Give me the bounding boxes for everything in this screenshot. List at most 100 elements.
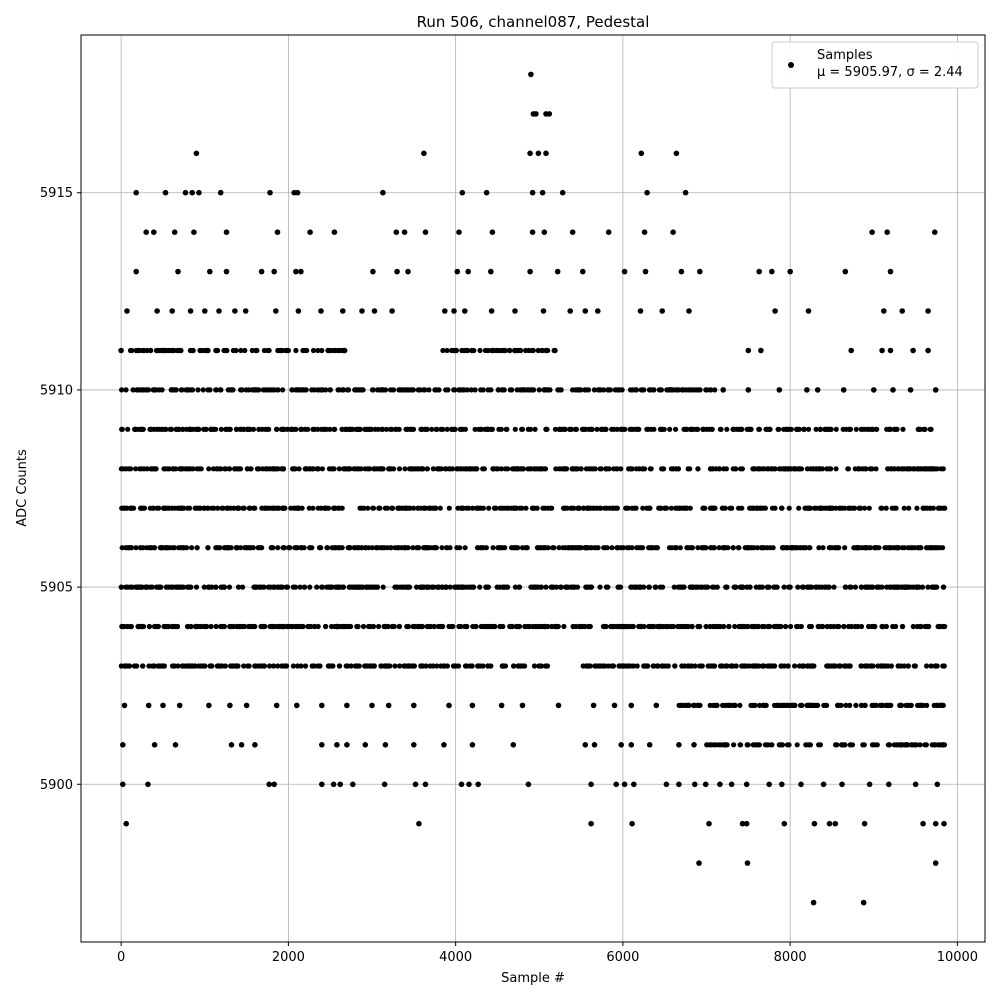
data-point	[524, 623, 531, 630]
data-point	[847, 584, 853, 590]
data-point	[749, 623, 755, 630]
data-point	[509, 623, 515, 630]
data-point	[646, 742, 653, 748]
data-point	[820, 623, 826, 630]
data-point	[239, 387, 245, 393]
data-point	[922, 505, 928, 511]
data-point	[189, 545, 195, 551]
data-point	[886, 426, 892, 432]
data-point	[910, 623, 916, 630]
data-point	[242, 545, 248, 551]
data-point	[889, 505, 895, 511]
data-point	[896, 466, 902, 472]
data-point	[451, 387, 457, 393]
data-point	[605, 663, 611, 669]
data-point	[804, 387, 810, 393]
data-point	[721, 466, 727, 472]
data-point	[488, 268, 494, 275]
data-point	[857, 505, 864, 511]
data-point	[280, 387, 286, 393]
data-point	[502, 584, 508, 590]
data-point	[385, 663, 391, 669]
data-point	[363, 584, 370, 590]
data-point	[858, 426, 864, 432]
data-point	[858, 623, 865, 630]
data-point	[295, 308, 302, 314]
data-point	[707, 742, 713, 748]
data-point	[477, 584, 483, 590]
data-point	[847, 663, 853, 669]
data-point	[934, 781, 941, 788]
data-point	[383, 387, 389, 393]
data-point	[694, 426, 700, 432]
data-point	[904, 742, 910, 748]
data-point	[218, 584, 224, 590]
data-point	[422, 505, 429, 511]
data-point	[336, 663, 342, 669]
data-point	[846, 426, 852, 432]
data-point	[411, 742, 417, 748]
data-point	[893, 505, 899, 511]
data-point	[132, 663, 138, 669]
data-point	[247, 545, 253, 551]
y-axis-label: ADC Counts	[15, 449, 30, 527]
data-point	[794, 623, 800, 630]
data-point	[291, 505, 297, 511]
data-point	[614, 466, 620, 472]
data-point	[386, 466, 393, 472]
data-point	[915, 426, 921, 432]
data-point	[315, 663, 321, 669]
data-point	[124, 308, 130, 314]
data-point	[888, 466, 894, 472]
data-point	[590, 702, 597, 709]
data-point	[583, 545, 590, 551]
data-point	[125, 426, 131, 432]
data-point	[884, 545, 890, 551]
data-point	[237, 623, 243, 630]
data-point	[569, 229, 576, 235]
data-point	[193, 584, 200, 590]
data-point	[731, 426, 737, 432]
data-point	[775, 426, 781, 432]
data-point	[146, 623, 152, 630]
data-point	[382, 742, 389, 748]
data-point	[353, 387, 359, 393]
data-point	[410, 623, 416, 630]
data-point	[470, 505, 476, 511]
data-point	[794, 742, 800, 748]
data-point	[303, 387, 309, 393]
data-point	[429, 426, 435, 432]
data-point	[773, 623, 779, 630]
data-point	[711, 545, 717, 551]
data-point	[642, 268, 649, 275]
data-point	[319, 466, 325, 472]
data-point	[438, 426, 444, 432]
data-point	[884, 229, 890, 235]
data-point	[595, 387, 601, 393]
data-point	[545, 505, 551, 511]
data-point	[136, 347, 143, 354]
data-point	[733, 466, 739, 472]
data-point	[742, 623, 748, 630]
data-point	[353, 426, 359, 432]
data-point	[442, 466, 448, 472]
data-point	[793, 426, 800, 432]
data-point	[273, 702, 280, 709]
data-point	[500, 623, 506, 630]
data-point	[347, 584, 353, 590]
data-point	[872, 545, 878, 551]
data-point	[246, 505, 252, 511]
data-point	[582, 742, 589, 748]
data-point	[213, 347, 219, 354]
data-point	[499, 663, 505, 669]
data-point	[567, 308, 573, 314]
data-point	[458, 781, 465, 788]
data-point	[649, 545, 655, 551]
data-point	[119, 387, 125, 393]
data-point	[319, 702, 325, 709]
data-point	[528, 466, 534, 472]
data-point	[201, 584, 207, 590]
data-point	[559, 189, 566, 196]
data-point	[869, 426, 876, 432]
data-point	[488, 308, 495, 314]
